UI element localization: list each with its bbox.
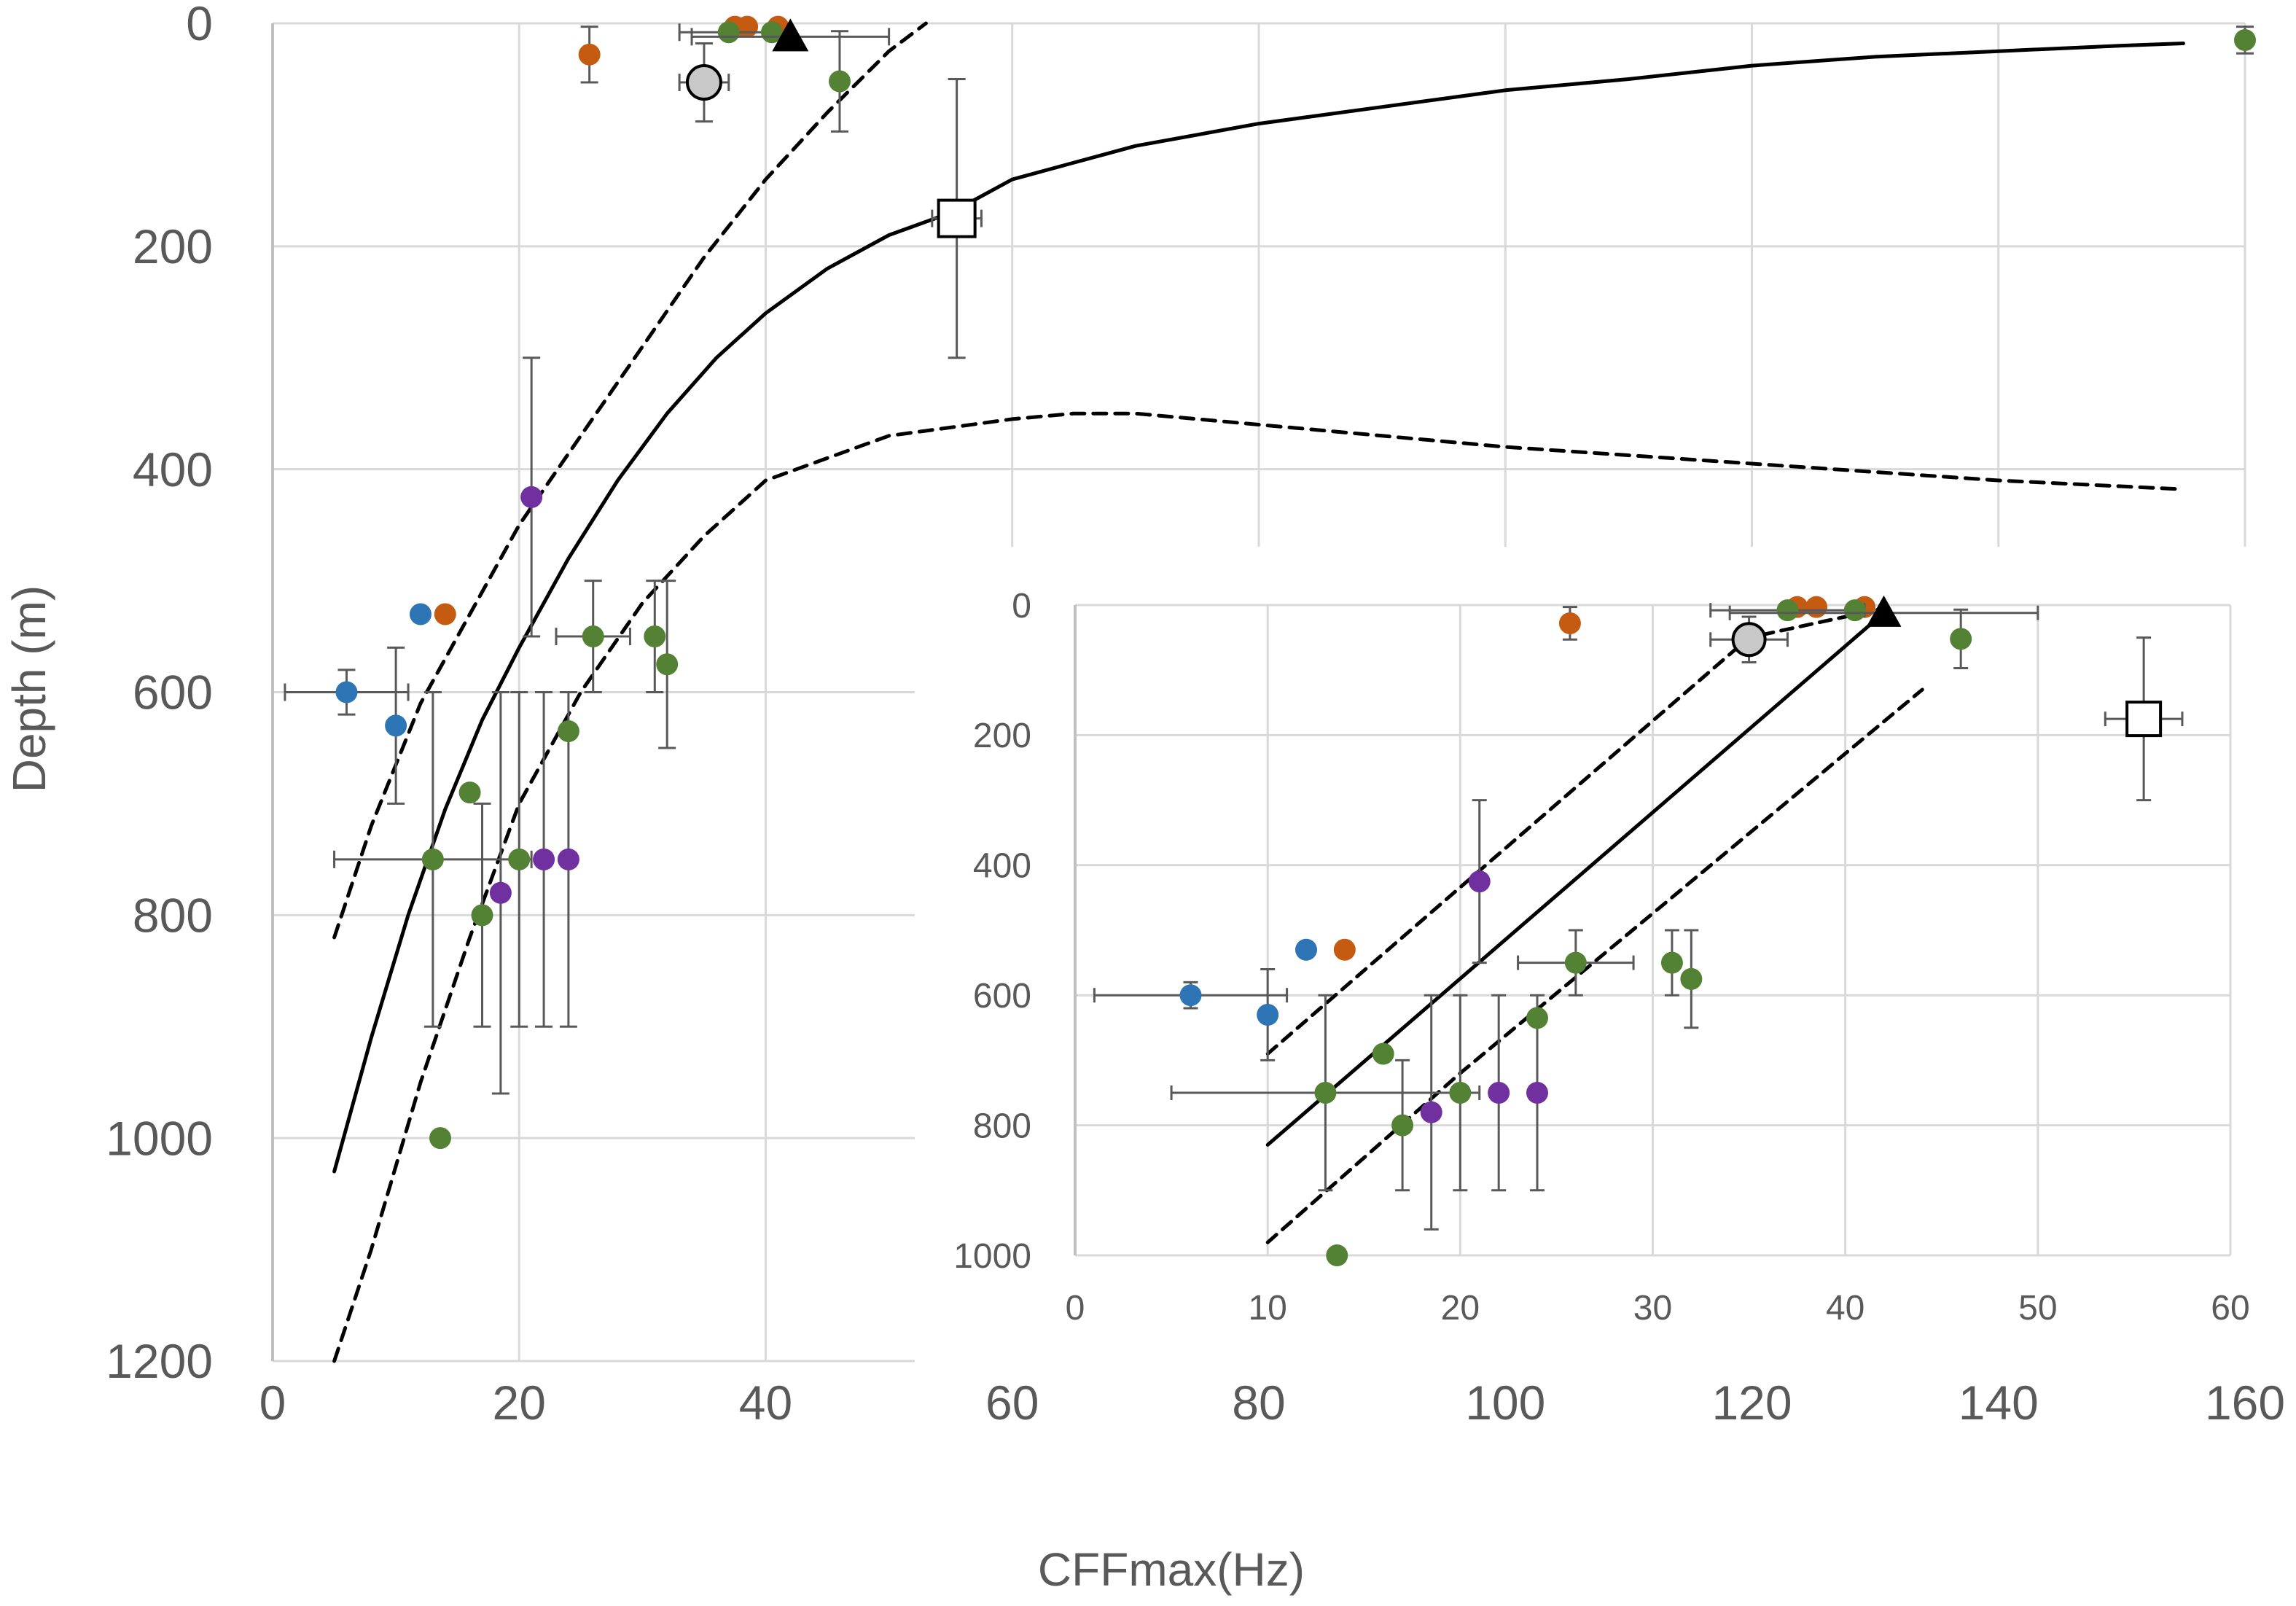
data-point <box>520 486 543 508</box>
data-point <box>685 64 722 101</box>
data-point <box>1950 628 1972 650</box>
data-point <box>458 781 481 804</box>
y-tick-label: 0 <box>1012 587 1031 625</box>
y-tick-label: 1000 <box>106 1111 213 1165</box>
data-point <box>1488 1082 1510 1104</box>
x-tick-label: 140 <box>1959 1376 2039 1430</box>
x-tick-label: 50 <box>2018 1289 2057 1328</box>
y-tick-label: 0 <box>186 0 213 50</box>
x-tick-label: 20 <box>1441 1289 1480 1328</box>
data-point <box>1314 1082 1337 1104</box>
fit-curve-solid <box>1265 611 1886 1147</box>
data-point <box>385 714 407 737</box>
data-point <box>2125 701 2163 738</box>
data-point <box>533 848 555 870</box>
y-tick-label: 400 <box>973 847 1031 886</box>
x-tick-label: 20 <box>493 1376 546 1430</box>
data-point <box>578 43 601 66</box>
data-point <box>582 625 604 648</box>
data-point <box>772 18 809 52</box>
data-point <box>1295 938 1317 961</box>
data-point <box>557 720 579 743</box>
data-point <box>828 70 851 93</box>
data-point <box>421 848 444 870</box>
data-point <box>1449 1082 1472 1104</box>
data-point <box>429 1127 452 1150</box>
data-point <box>1333 938 1356 961</box>
data-point <box>1326 1244 1348 1266</box>
x-tick-label: 30 <box>1633 1289 1672 1328</box>
y-tick-label: 1200 <box>106 1334 213 1388</box>
data-point <box>557 848 579 870</box>
data-point <box>1391 1114 1414 1137</box>
x-tick-label: 0 <box>259 1376 286 1430</box>
x-tick-label: 0 <box>1066 1289 1085 1328</box>
y-tick-label: 600 <box>973 977 1031 1016</box>
data-point <box>1564 951 1587 974</box>
x-tick-label: 40 <box>739 1376 792 1430</box>
data-point <box>1468 870 1491 893</box>
data-point <box>1526 1007 1548 1029</box>
data-point <box>736 15 759 38</box>
data-point <box>2234 28 2256 51</box>
fit-curve-solid <box>332 42 2185 1174</box>
y-tick-label: 200 <box>133 219 213 273</box>
data-point <box>1843 599 1866 622</box>
data-point <box>1805 596 1828 618</box>
y-tick-label: 400 <box>133 443 213 496</box>
data-point <box>1526 1082 1548 1104</box>
y-tick-label: 1000 <box>953 1237 1031 1276</box>
data-point <box>644 625 666 648</box>
data-point <box>717 21 740 44</box>
x-tick-label: 100 <box>1465 1376 1545 1430</box>
data-point <box>335 681 358 703</box>
main-plot: 0 20 40 60 80 100 120 140 1600200400600800100012… <box>106 0 2285 1430</box>
data-point <box>1257 1003 1279 1026</box>
data-point <box>937 198 977 238</box>
data-point <box>1558 612 1581 634</box>
x-tick-label: 80 <box>1232 1376 1285 1430</box>
y-tick-label: 800 <box>133 888 213 942</box>
fit-curve-dashed-lower <box>332 411 2185 1363</box>
x-tick-label: 60 <box>985 1376 1039 1430</box>
fit-curve-dashed-upper <box>332 21 928 940</box>
data-point <box>1179 984 1202 1007</box>
data-point <box>489 881 512 904</box>
data-point <box>1866 595 1902 627</box>
x-tick-label: 160 <box>2205 1376 2285 1430</box>
y-tick-label: 600 <box>133 666 213 720</box>
data-point <box>1372 1042 1394 1065</box>
data-point <box>656 653 679 676</box>
y-tick-label: 800 <box>973 1107 1031 1145</box>
data-point <box>1420 1101 1442 1123</box>
y-axis-title: Depth (m) <box>3 585 55 793</box>
x-tick-label: 10 <box>1248 1289 1286 1328</box>
x-tick-label: 120 <box>1711 1376 1792 1430</box>
data-point <box>1731 622 1767 658</box>
x-tick-label: 40 <box>1826 1289 1864 1328</box>
data-point <box>1680 967 1703 990</box>
data-point <box>471 904 493 927</box>
data-point <box>1776 599 1799 622</box>
data-point <box>508 848 531 870</box>
data-point <box>434 603 456 625</box>
x-axis-title: CFFmax(Hz) <box>1038 1543 1305 1596</box>
x-tick-label: 60 <box>2211 1289 2249 1328</box>
data-point <box>1660 951 1683 974</box>
data-point <box>409 603 432 625</box>
y-tick-label: 200 <box>973 717 1031 755</box>
